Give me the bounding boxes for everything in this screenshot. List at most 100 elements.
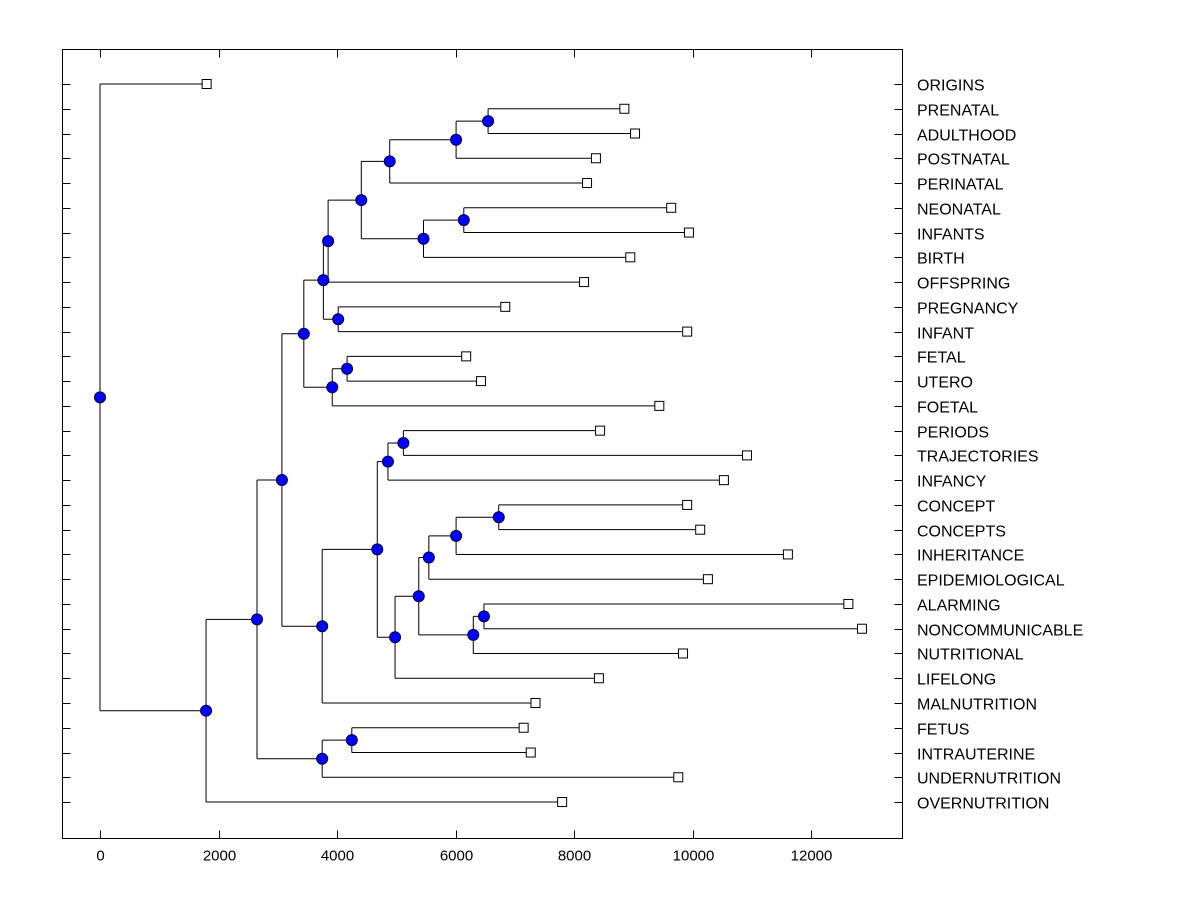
cluster-node-marker [457,214,470,227]
cluster-node-marker [326,381,339,394]
cluster-node-marker [389,631,402,644]
leaf-marker [856,623,867,634]
leaf-label: UTERO [917,375,973,392]
leaf-label: BIRTH [917,251,965,268]
leaf-marker [678,648,689,659]
leaf-marker [530,698,541,708]
leaf-label: NUTRITIONAL [917,647,1024,664]
cluster-node-marker [251,613,264,626]
leaf-label: PERINATAL [917,177,1004,194]
cluster-node-marker [341,362,354,375]
cluster-node-marker [355,194,368,207]
leaf-marker [500,301,511,312]
cluster-node-marker [317,274,330,287]
leaf-marker [593,673,604,684]
branches [99,83,862,803]
leaf-label: EPIDEMIOLOGICAL [917,573,1065,590]
leaf-label: LIFELONG [917,672,996,689]
leaf-markers [201,79,867,808]
leaf-marker [461,351,472,362]
cluster-node-marker [316,620,329,633]
cluster-node-marker [397,437,410,450]
cluster-node-marker [381,455,394,468]
leaf-label: ORIGINS [917,78,985,95]
leaf-label: PERIODS [917,425,989,442]
leaf-label: NONCOMMUNICABLE [917,623,1083,640]
leaf-label: INHERITANCE [917,548,1024,565]
leaf-marker [742,450,753,461]
cluster-node-marker [482,115,495,128]
leaf-label: ADULTHOOD [917,128,1016,145]
leaf-marker [579,277,590,288]
cluster-node-marker [371,543,384,556]
x-tick-labels: 0 2000 4000 6000 8000 10000 12000 [96,848,832,865]
leaf-label: CONCEPT [917,499,995,516]
leaf-marker [630,128,641,139]
leaf-marker [695,524,706,535]
leaf-label: CONCEPTS [917,524,1006,541]
leaf-label: ALARMING [917,598,1001,615]
cluster-node-marker [492,511,505,524]
cluster-node-marker [477,610,490,623]
cluster-node-marker [316,752,329,765]
x-tick-label: 4000 [321,848,354,865]
cluster-node-marker [450,133,463,146]
cluster-node-marker [467,628,480,641]
leaf-marker [590,153,601,164]
x-tick-label: 2000 [203,848,236,865]
x-tick-label: 12000 [791,848,833,865]
leaf-label: PREGNANCY [917,301,1019,318]
leaf-marker [201,79,212,89]
leaf-labels: ORIGINS PRENATAL ADULTHOOD POSTNATAL PERINAT… [917,78,1083,813]
leaf-label: NEONATAL [917,202,1001,219]
leaf-label: MALNUTRITION [917,697,1037,714]
x-tick-label: 0 [96,848,104,865]
leaf-marker [582,178,593,189]
leaf-marker [625,252,636,263]
leaf-label: OVERNUTRITION [917,796,1049,813]
leaf-marker [682,499,693,510]
cluster-node-marker [383,155,396,168]
cluster-node-marker [422,551,435,564]
node-markers [94,115,505,765]
cluster-node-marker [297,327,310,340]
leaf-marker [654,400,665,411]
leaf-marker [619,103,630,114]
leaf-label: INFANTS [917,227,985,244]
leaf-marker [518,722,529,733]
leaf-label: FETAL [917,350,966,367]
leaf-label: INTRAUTERINE [917,747,1035,764]
leaf-marker [683,227,694,238]
cluster-node-marker [322,235,335,248]
cluster-node-marker [450,529,463,542]
leaf-label: PRENATAL [917,103,999,120]
leaf-label: OFFSPRING [917,276,1010,293]
leaf-label: INFANCY [917,474,987,491]
cluster-node-marker [345,734,358,747]
leaf-marker [702,574,713,585]
leaf-label: POSTNATAL [917,152,1010,169]
leaf-marker [475,376,486,387]
cluster-node-marker [275,473,288,486]
cluster-node-marker [94,391,106,404]
leaf-label: INFANT [917,326,974,343]
leaf-marker [782,549,793,560]
leaf-marker [595,425,606,436]
leaf-marker [525,747,536,758]
leaf-label: UNDERNUTRITION [917,771,1061,788]
x-tick-label: 8000 [558,848,591,865]
x-tick-label: 10000 [673,848,715,865]
leaf-marker [718,475,729,486]
leaf-marker [682,326,693,337]
leaf-label: FOETAL [917,400,978,417]
axis-ticks [62,49,903,839]
leaf-marker [666,202,677,213]
cluster-node-marker [332,313,345,326]
leaf-marker [673,772,684,783]
x-tick-label: 6000 [440,848,473,865]
leaf-label: TRAJECTORIES [917,449,1039,466]
cluster-node-marker [417,232,430,245]
leaf-label: FETUS [917,722,969,739]
leaf-marker [557,797,568,808]
